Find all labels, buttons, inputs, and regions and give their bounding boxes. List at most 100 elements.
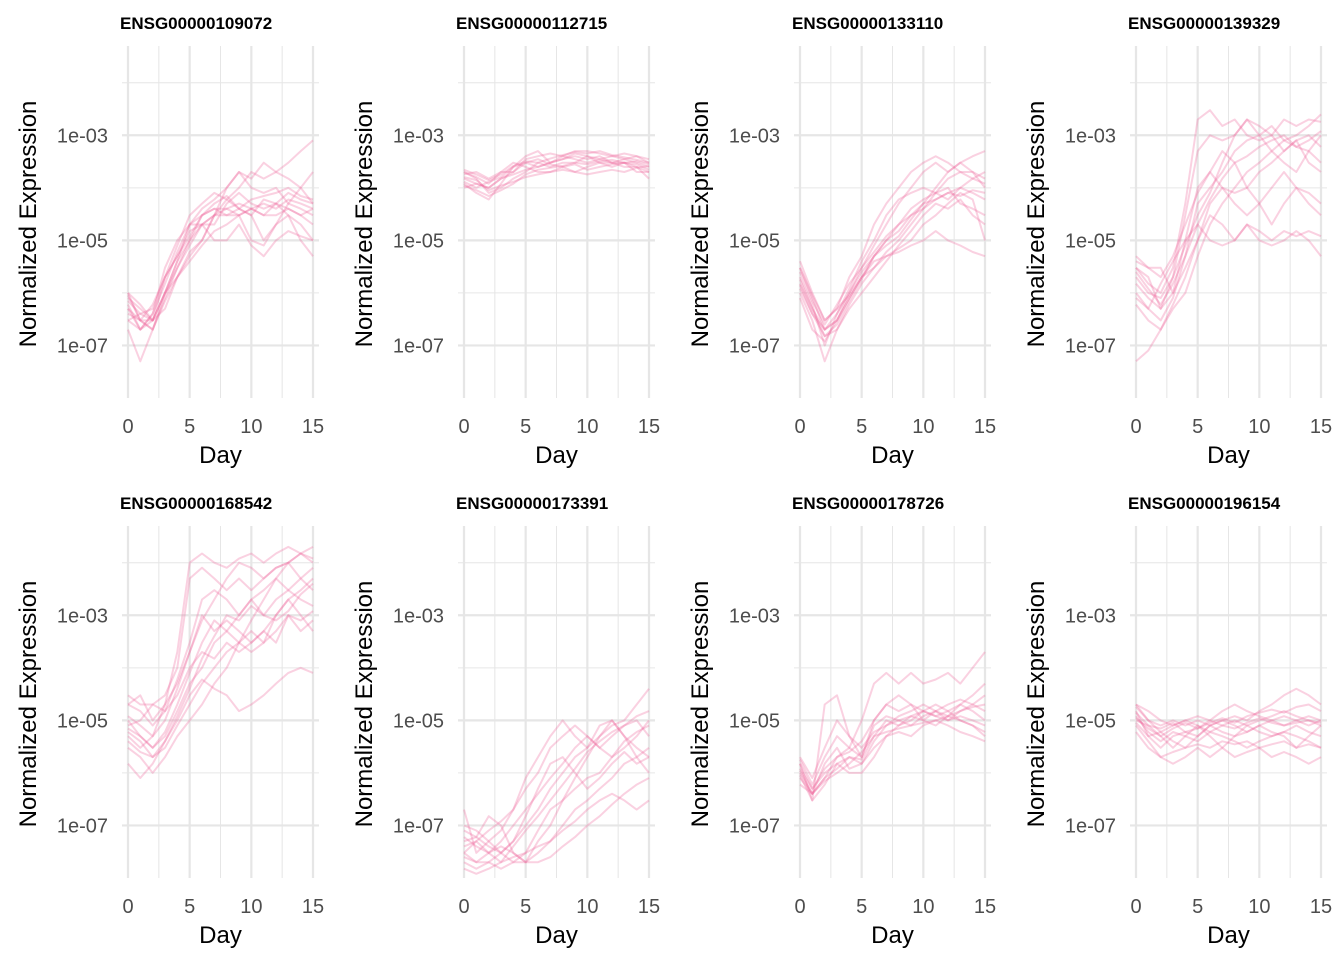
- series-line-5: [127, 666, 314, 779]
- series-line-2: [463, 155, 649, 194]
- series-line-9: [1135, 703, 1322, 738]
- x-tick-label: 10: [1248, 416, 1270, 438]
- panel-grid: [794, 46, 991, 398]
- panel-title: ENSG00000178726: [792, 494, 944, 513]
- series-line-10: [127, 161, 314, 331]
- series-line-11: [799, 189, 986, 338]
- x-tick-label: 5: [184, 896, 195, 918]
- x-tick-label: 0: [122, 896, 133, 918]
- series-line-10: [1135, 731, 1322, 759]
- series-line-6: [463, 747, 650, 870]
- panel-grid: [458, 46, 655, 398]
- series-line-5: [799, 698, 986, 786]
- y-tick-label: 1e-07: [393, 815, 444, 837]
- series-line-8: [799, 150, 986, 343]
- panel-2: ENSG00000112715 1e-07 1e-05 1e-03 0 5 10 15 Day N…: [351, 14, 660, 469]
- series-line-5: [1135, 118, 1322, 299]
- y-tick-label: 1e-03: [393, 605, 444, 627]
- series-line-12: [127, 582, 314, 759]
- x-tick-label: 0: [1130, 896, 1141, 918]
- series-line-6: [799, 719, 986, 802]
- series-line-2: [799, 171, 986, 338]
- series-line-8: [463, 165, 650, 192]
- series-line-7: [463, 158, 650, 189]
- x-tick-label: 5: [856, 416, 867, 438]
- y-axis-label: Normalized Expression: [351, 101, 378, 348]
- y-tick-label: 1e-07: [393, 335, 444, 357]
- panel-series: [1135, 687, 1322, 765]
- panel-3: ENSG00000133110 1e-07 1e-05 1e-03 0 5 10 15 Day N…: [687, 14, 996, 469]
- panel-series: [799, 651, 986, 802]
- y-axis-label: Normalized Expression: [687, 581, 714, 828]
- y-tick-label: 1e-03: [57, 605, 108, 627]
- series-line-4: [1135, 724, 1322, 765]
- panel-grid: [122, 526, 319, 878]
- series-line-7: [1135, 719, 1322, 749]
- series-line-9: [799, 171, 986, 331]
- y-tick-label: 1e-05: [1065, 230, 1116, 252]
- x-tick-label: 0: [794, 896, 805, 918]
- x-tick-label: 15: [1310, 896, 1332, 918]
- x-tick-label: 0: [1130, 416, 1141, 438]
- y-tick-label: 1e-05: [393, 710, 444, 732]
- y-tick-label: 1e-07: [57, 335, 108, 357]
- series-line-1: [463, 155, 650, 189]
- x-tick-label: 15: [638, 416, 660, 438]
- series-line-9: [463, 710, 650, 864]
- series-line-7: [127, 223, 314, 331]
- x-axis-label: Day: [199, 922, 242, 949]
- panel-5: ENSG00000168542 1e-07 1e-05 1e-03 0 5 10 15 Day N…: [15, 494, 324, 949]
- x-tick-label: 5: [1192, 896, 1203, 918]
- x-tick-label: 10: [576, 896, 598, 918]
- series-line-1: [127, 545, 314, 749]
- series-line-4: [463, 688, 650, 870]
- x-axis-label: Day: [1207, 922, 1250, 949]
- x-tick-label: 0: [458, 896, 469, 918]
- series-line-2: [463, 719, 650, 864]
- x-tick-label: 0: [794, 416, 805, 438]
- x-tick-label: 10: [1248, 896, 1270, 918]
- y-axis-label: Normalized Expression: [1023, 581, 1050, 828]
- y-tick-label: 1e-05: [1065, 710, 1116, 732]
- x-axis-label: Day: [871, 442, 914, 469]
- y-tick-label: 1e-07: [57, 815, 108, 837]
- series-line-10: [799, 703, 986, 795]
- x-tick-label: 10: [912, 896, 934, 918]
- panel-series: [463, 688, 650, 875]
- series-line-4: [127, 191, 314, 331]
- series-line-2: [127, 546, 314, 722]
- panel-series: [1135, 109, 1322, 363]
- series-line-5: [127, 139, 314, 363]
- panel-title: ENSG00000196154: [1128, 494, 1281, 513]
- series-line-2: [1135, 125, 1322, 322]
- panel-series: [799, 150, 986, 363]
- series-line-7: [127, 577, 314, 759]
- series-line-11: [1135, 130, 1322, 306]
- series-line-1: [799, 186, 986, 331]
- series-line-1: [463, 719, 650, 854]
- series-line-7: [1135, 109, 1322, 294]
- series-line-8: [127, 191, 314, 322]
- series-line-4: [799, 198, 986, 363]
- x-tick-label: 15: [1310, 416, 1332, 438]
- series-line-9: [127, 207, 314, 322]
- x-axis-label: Day: [199, 442, 242, 469]
- y-tick-label: 1e-03: [1065, 605, 1116, 627]
- series-line-3: [1135, 719, 1322, 749]
- y-axis-label: Normalized Expression: [687, 101, 714, 348]
- panel-title: ENSG00000109072: [120, 14, 272, 33]
- series-line-9: [799, 703, 986, 779]
- panel-series: [127, 545, 314, 779]
- x-tick-label: 0: [122, 416, 133, 438]
- series-line-1: [1135, 687, 1322, 727]
- panel-title: ENSG00000168542: [120, 494, 272, 513]
- x-axis-label: Day: [871, 922, 914, 949]
- x-tick-label: 5: [184, 416, 195, 438]
- y-tick-label: 1e-07: [1065, 335, 1116, 357]
- x-axis-label: Day: [1207, 442, 1250, 469]
- series-line-4: [1135, 113, 1322, 363]
- y-tick-label: 1e-05: [57, 230, 108, 252]
- x-tick-label: 5: [520, 416, 531, 438]
- y-tick-label: 1e-07: [729, 815, 780, 837]
